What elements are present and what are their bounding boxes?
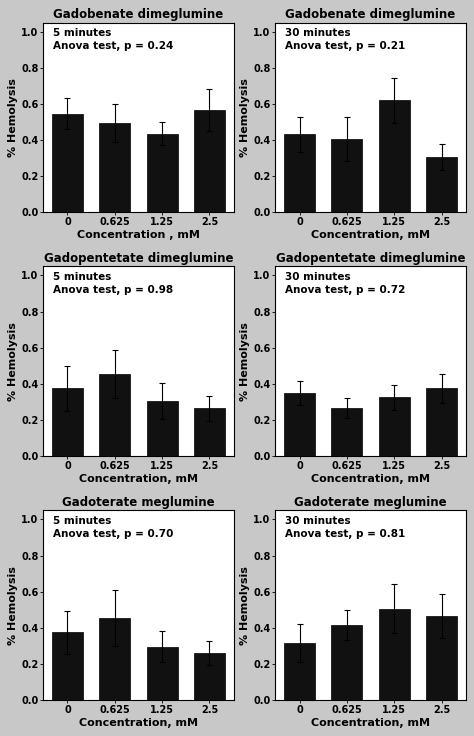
Title: Gadobenate dimeglumine: Gadobenate dimeglumine	[285, 8, 456, 21]
Text: 5 minutes
Anova test, p = 0.70: 5 minutes Anova test, p = 0.70	[53, 516, 173, 539]
Y-axis label: % Hemolysis: % Hemolysis	[9, 78, 18, 157]
Bar	[100, 123, 130, 212]
Title: Gadopentetate dimeglumine: Gadopentetate dimeglumine	[276, 252, 465, 265]
Bar	[147, 647, 178, 700]
Bar	[52, 389, 83, 456]
Y-axis label: % Hemolysis: % Hemolysis	[9, 322, 18, 400]
Bar	[284, 643, 315, 700]
Bar	[379, 100, 410, 212]
Text: 5 minutes
Anova test, p = 0.24: 5 minutes Anova test, p = 0.24	[53, 28, 173, 52]
Bar	[52, 632, 83, 700]
Bar	[379, 397, 410, 456]
Bar	[331, 139, 362, 212]
X-axis label: Concentration , mM: Concentration , mM	[77, 230, 200, 240]
X-axis label: Concentration, mM: Concentration, mM	[79, 474, 198, 484]
Bar	[426, 616, 457, 700]
X-axis label: Concentration, mM: Concentration, mM	[311, 718, 430, 728]
X-axis label: Concentration, mM: Concentration, mM	[79, 718, 198, 728]
Bar	[194, 110, 225, 212]
Y-axis label: % Hemolysis: % Hemolysis	[240, 322, 250, 400]
Text: 30 minutes
Anova test, p = 0.72: 30 minutes Anova test, p = 0.72	[285, 272, 405, 295]
Y-axis label: % Hemolysis: % Hemolysis	[240, 566, 250, 645]
Bar	[426, 157, 457, 212]
Y-axis label: % Hemolysis: % Hemolysis	[240, 78, 250, 157]
Bar	[284, 393, 315, 456]
Title: Gadoterate meglumine: Gadoterate meglumine	[62, 496, 215, 509]
Y-axis label: % Hemolysis: % Hemolysis	[9, 566, 18, 645]
Bar	[100, 374, 130, 456]
Text: 30 minutes
Anova test, p = 0.21: 30 minutes Anova test, p = 0.21	[285, 28, 405, 52]
Bar	[194, 408, 225, 456]
Text: 30 minutes
Anova test, p = 0.81: 30 minutes Anova test, p = 0.81	[285, 516, 405, 539]
Bar	[331, 625, 362, 700]
Bar	[147, 401, 178, 456]
Bar	[331, 408, 362, 456]
Bar	[284, 135, 315, 212]
Bar	[100, 618, 130, 700]
Text: 5 minutes
Anova test, p = 0.98: 5 minutes Anova test, p = 0.98	[53, 272, 173, 295]
Bar	[147, 133, 178, 212]
Bar	[426, 389, 457, 456]
Bar	[379, 609, 410, 700]
Bar	[194, 653, 225, 700]
Title: Gadoterate meglumine: Gadoterate meglumine	[294, 496, 447, 509]
Title: Gadopentetate dimeglumine: Gadopentetate dimeglumine	[44, 252, 233, 265]
Bar	[52, 113, 83, 212]
X-axis label: Concentration, mM: Concentration, mM	[311, 230, 430, 240]
X-axis label: Concentration, mM: Concentration, mM	[311, 474, 430, 484]
Title: Gadobenate dimeglumine: Gadobenate dimeglumine	[53, 8, 224, 21]
